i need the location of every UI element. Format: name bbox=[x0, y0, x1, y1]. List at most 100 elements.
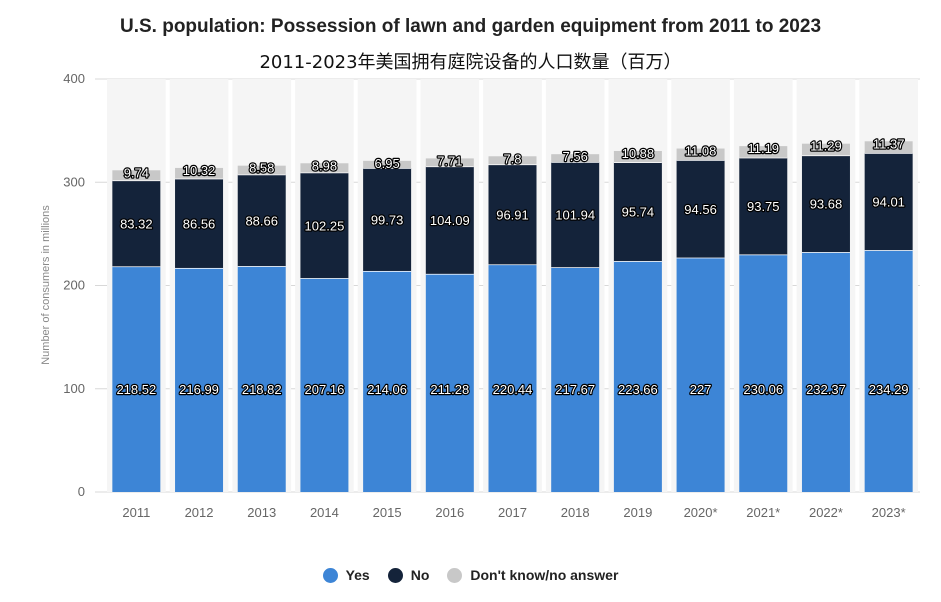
bar-segment-dont-know[interactable] bbox=[864, 141, 913, 154]
bar-segment-dont-know[interactable] bbox=[488, 156, 537, 165]
legend-item-yes[interactable]: Yes bbox=[322, 567, 370, 583]
y-tick-label: 0 bbox=[78, 484, 85, 499]
data-label: 8.58 bbox=[249, 161, 274, 176]
bar-segment-yes[interactable] bbox=[676, 257, 725, 492]
legend-dont-know-label: Don't know/no answer bbox=[470, 567, 619, 583]
data-label: 11.19 bbox=[747, 141, 779, 156]
data-label: 9.74 bbox=[124, 165, 149, 180]
y-axis-label: Number of consumers in millions bbox=[40, 205, 52, 365]
bar-segment-yes[interactable] bbox=[112, 266, 161, 492]
data-label: 6.95 bbox=[374, 156, 399, 171]
data-label: 7.71 bbox=[437, 153, 462, 168]
bar-segment-yes[interactable] bbox=[739, 254, 788, 492]
data-label: 99.73 bbox=[371, 212, 404, 227]
label-layer: 218.52 83.32 9.74 216.99 86.56 10.32 218.82 88.… bbox=[115, 135, 909, 398]
axis-layer: 0 100 200 300 400 2011 2012 2013 2014 2015 2016 201… bbox=[63, 71, 905, 520]
x-tick-label: 2016 bbox=[435, 505, 464, 520]
bar-segment-no[interactable] bbox=[613, 162, 662, 262]
bar-segment-dont-know[interactable] bbox=[237, 165, 286, 175]
data-label: 214.06 bbox=[367, 382, 407, 397]
bar-segment-yes[interactable] bbox=[613, 261, 662, 492]
bar-segment-yes[interactable] bbox=[801, 252, 850, 492]
bar-segment-dont-know[interactable] bbox=[112, 170, 161, 181]
legend-no-label: No bbox=[410, 567, 430, 583]
data-label: 11.08 bbox=[685, 144, 717, 159]
bar-segment-no[interactable] bbox=[425, 166, 474, 274]
data-label: 220.44 bbox=[493, 382, 533, 397]
data-label: 7.8 bbox=[503, 151, 521, 166]
bar-segment-no[interactable] bbox=[864, 153, 913, 251]
bar-segment-no[interactable] bbox=[488, 164, 537, 265]
bar-segment-dont-know[interactable] bbox=[676, 148, 725, 160]
x-tick-label: 2014 bbox=[310, 505, 339, 520]
data-label: 11.37 bbox=[873, 136, 905, 151]
bar-segment-dont-know[interactable] bbox=[300, 163, 349, 173]
data-label: 11.29 bbox=[810, 139, 842, 154]
x-tick-label: 2020* bbox=[684, 505, 718, 520]
bar-segment-yes[interactable] bbox=[551, 267, 600, 492]
data-label: 88.66 bbox=[245, 213, 278, 228]
legend-item-no[interactable]: No bbox=[387, 567, 430, 583]
bar-layer bbox=[112, 141, 913, 492]
bar-segment-yes[interactable] bbox=[237, 266, 286, 492]
y-tick-label: 100 bbox=[63, 381, 85, 396]
bar-segment-dont-know[interactable] bbox=[175, 167, 224, 179]
bar-segment-no[interactable] bbox=[676, 159, 725, 258]
data-label: 95.74 bbox=[622, 205, 655, 220]
x-tick-label: 2019 bbox=[623, 505, 652, 520]
data-label: 218.52 bbox=[116, 382, 156, 397]
bar-segment-no[interactable] bbox=[175, 178, 224, 268]
data-label: 223.66 bbox=[618, 382, 658, 397]
legend-dont-know-swatch bbox=[447, 567, 463, 583]
data-label: 94.56 bbox=[684, 202, 717, 217]
chart-title: U.S. population: Possession of lawn and … bbox=[119, 16, 822, 37]
data-label: 227 bbox=[690, 382, 712, 397]
bar-segment-no[interactable] bbox=[112, 180, 161, 267]
bar-segment-dont-know[interactable] bbox=[363, 160, 412, 169]
data-label: 96.91 bbox=[496, 207, 529, 222]
bar-segment-yes[interactable] bbox=[175, 267, 224, 492]
y-tick-label: 400 bbox=[63, 71, 85, 86]
data-label: 93.75 bbox=[747, 199, 780, 214]
bar-segment-yes[interactable] bbox=[864, 250, 913, 492]
bar-segment-dont-know[interactable] bbox=[613, 150, 662, 163]
legend-yes-label: Yes bbox=[345, 567, 370, 583]
data-label: 83.32 bbox=[120, 216, 153, 231]
bar-segment-yes[interactable] bbox=[300, 278, 349, 492]
bar-segment-no[interactable] bbox=[801, 155, 850, 253]
bar-segment-dont-know[interactable] bbox=[551, 154, 600, 163]
bar-segment-yes[interactable] bbox=[363, 270, 412, 492]
bar-segment-yes[interactable] bbox=[425, 273, 474, 492]
bar-segment-no[interactable] bbox=[237, 174, 286, 267]
x-tick-label: 2013 bbox=[247, 505, 276, 520]
data-label: 104.09 bbox=[430, 213, 470, 228]
bar-segment-no[interactable] bbox=[551, 162, 600, 268]
x-tick-label: 2017 bbox=[498, 505, 527, 520]
data-label: 217.67 bbox=[555, 382, 595, 397]
data-label: 93.68 bbox=[810, 197, 843, 212]
y-tick-label: 200 bbox=[63, 278, 85, 293]
data-label: 211.28 bbox=[430, 382, 469, 397]
bar-segment-dont-know[interactable] bbox=[801, 143, 850, 156]
x-tick-label: 2015 bbox=[373, 505, 402, 520]
data-label: 101.94 bbox=[555, 208, 595, 223]
bar-segment-no[interactable] bbox=[363, 168, 412, 271]
legend-no-swatch bbox=[387, 567, 403, 583]
data-label: 10.88 bbox=[622, 146, 655, 161]
bar-segment-dont-know[interactable] bbox=[425, 158, 474, 167]
bar-segment-dont-know[interactable] bbox=[739, 146, 788, 158]
legend: Yes No Don't know/no answer bbox=[0, 567, 941, 583]
data-label: 7.56 bbox=[563, 149, 588, 164]
x-tick-label: 2011 bbox=[122, 505, 150, 520]
bar-segment-no[interactable] bbox=[300, 172, 349, 279]
data-label: 10.32 bbox=[183, 163, 216, 178]
bar-segment-yes[interactable] bbox=[488, 264, 537, 492]
bar-segment-no[interactable] bbox=[739, 157, 788, 255]
legend-yes-swatch bbox=[322, 567, 338, 583]
y-tick-label: 300 bbox=[63, 174, 85, 189]
data-label: 8.98 bbox=[312, 158, 337, 173]
legend-item-dont-know[interactable]: Don't know/no answer bbox=[447, 567, 618, 583]
x-tick-label: 2012 bbox=[185, 505, 214, 520]
data-label: 102.25 bbox=[305, 218, 345, 233]
